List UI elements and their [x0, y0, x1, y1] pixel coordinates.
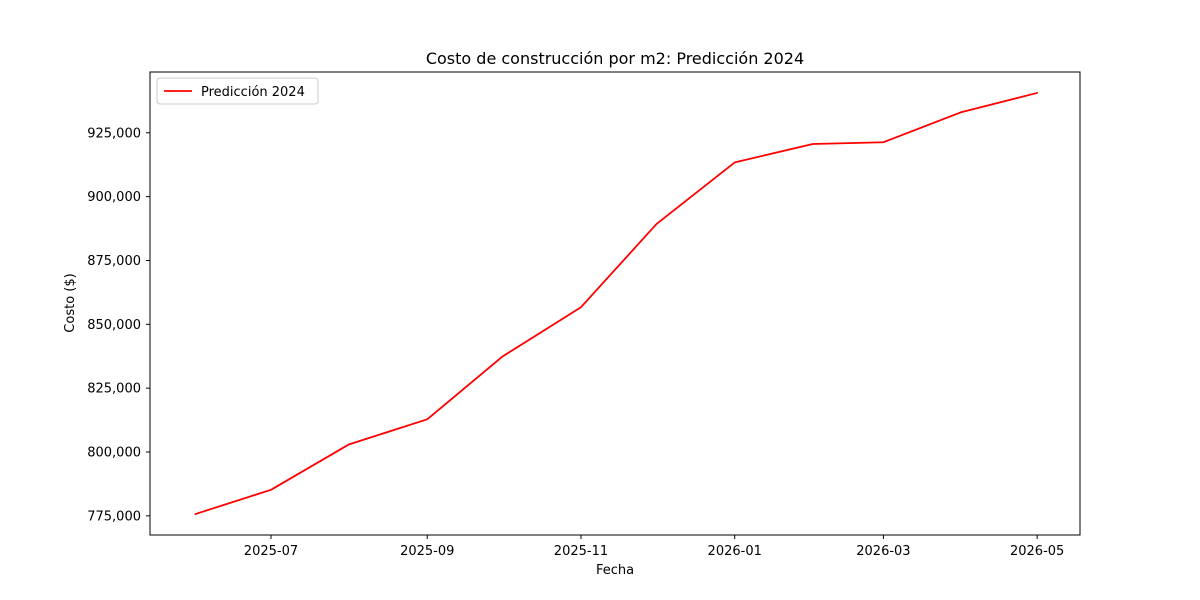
x-tick-label: 2026-01 — [708, 544, 762, 559]
x-tick-label: 2026-03 — [856, 544, 910, 559]
legend-box — [156, 77, 319, 105]
series-line-prediccion-2024 — [194, 92, 1039, 515]
legend: Predicción 2024 — [156, 77, 319, 105]
x-tick-label: 2025-09 — [400, 544, 454, 559]
x-axis-ticks: 2025-07 2025-09 2025-11 2026-01 2026-03 2026-… — [244, 535, 1064, 559]
y-tick-label: 775,000 — [87, 509, 141, 524]
y-tick-label: 825,000 — [87, 382, 141, 397]
y-axis-label: Costo ($) — [63, 273, 78, 332]
x-tick-label: 2025-11 — [554, 544, 608, 559]
x-axis-label: Fecha — [596, 563, 634, 578]
y-tick-label: 850,000 — [87, 318, 141, 333]
y-tick-label: 925,000 — [87, 126, 141, 141]
y-tick-label: 875,000 — [87, 254, 141, 269]
chart-title: Costo de construcción por m2: Predicción… — [426, 49, 804, 68]
y-tick-label: 900,000 — [87, 190, 141, 205]
plot-frame — [149, 71, 1081, 536]
legend-label: Predicción 2024 — [201, 85, 305, 100]
x-tick-label: 2025-07 — [244, 544, 298, 559]
x-tick-label: 2026-05 — [1010, 544, 1064, 559]
y-axis-ticks: 775,000 800,000 825,000 850,000 875,000 900,0… — [87, 126, 150, 524]
y-tick-label: 800,000 — [87, 446, 141, 461]
